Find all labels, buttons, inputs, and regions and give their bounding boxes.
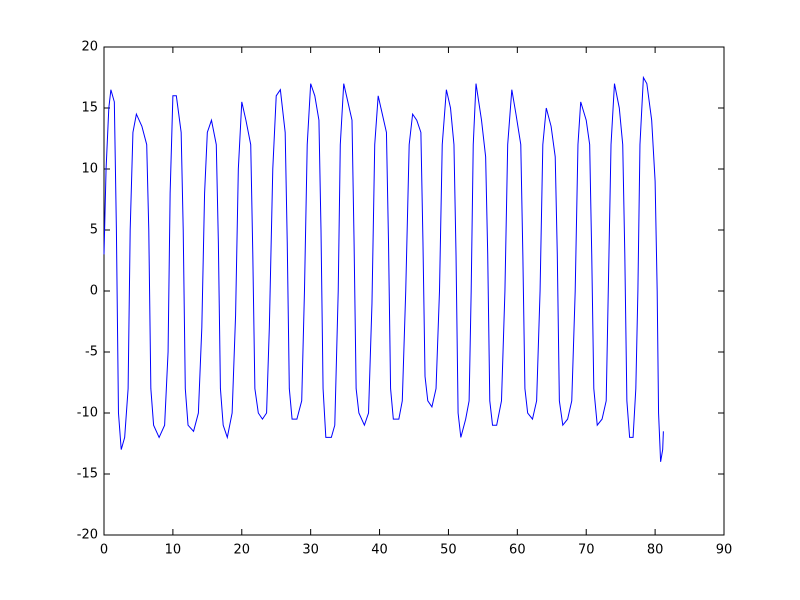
y-tick-label: 15: [81, 101, 98, 116]
y-tick-label: -20: [77, 528, 98, 543]
x-tick-label: 20: [234, 543, 251, 558]
x-tick-label: 80: [647, 543, 664, 558]
y-tick-label: 10: [81, 162, 98, 177]
x-tick-label: 70: [578, 543, 595, 558]
x-tick-label: 50: [440, 543, 457, 558]
y-tick-label: -5: [85, 345, 98, 360]
x-tick-label: 40: [371, 543, 388, 558]
y-tick-label: 0: [90, 284, 98, 299]
y-tick-label: -15: [77, 467, 98, 482]
data-line: [103, 75, 664, 462]
x-tick-label: 90: [716, 543, 733, 558]
x-tick-label: 60: [509, 543, 526, 558]
y-tick-label: 20: [81, 40, 98, 55]
x-tick-label: 30: [302, 543, 319, 558]
x-tick-label: 0: [100, 543, 108, 558]
x-tick-label: 10: [165, 543, 182, 558]
plot-box: [103, 46, 725, 536]
y-tick-label: 5: [90, 223, 98, 238]
y-tick-label: -10: [77, 406, 98, 421]
